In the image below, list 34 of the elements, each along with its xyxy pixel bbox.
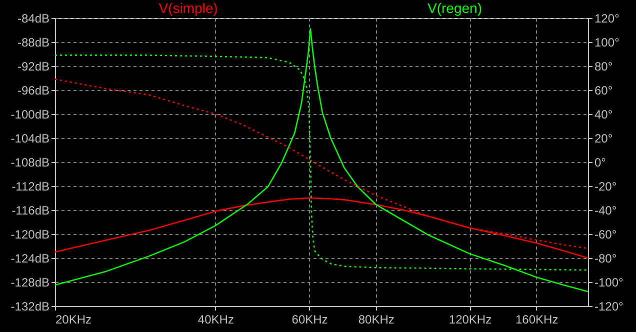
y2-tick-label: 100° <box>594 36 620 50</box>
y-tick-label: -96dB <box>17 84 50 98</box>
text: V(simple) <box>158 0 218 16</box>
y2-tick-label: -60° <box>594 228 617 242</box>
y-tick-label: -104dB <box>10 132 50 146</box>
y-tick-label: -84dB <box>17 12 50 26</box>
x-tick-label: 160KHz <box>515 312 558 326</box>
y2-tick-label: -80° <box>594 252 617 266</box>
y2-tick-label: -120° <box>594 300 624 314</box>
y-tick-label: -88dB <box>17 36 50 50</box>
y-tick-label: -112dB <box>12 180 50 194</box>
y2-tick-label: -100° <box>594 276 624 290</box>
y-tick-label: -120dB <box>10 228 50 242</box>
y-tick-label: -132dB <box>10 300 50 314</box>
y2-tick-label: -40° <box>594 204 617 218</box>
y-tick-label: -128dB <box>10 276 50 290</box>
y2-tick-label: 0° <box>594 156 606 170</box>
y-tick-label: -100dB <box>10 108 50 122</box>
y2-tick-label: 20° <box>594 132 613 146</box>
x-tick-label: 40KHz <box>198 312 234 326</box>
x-tick-label: 120KHz <box>448 312 492 326</box>
x-tick-label: 20KHz <box>56 312 92 326</box>
x-tick-label: 60KHz <box>292 312 328 326</box>
y-tick-label: -92dB <box>17 60 50 74</box>
x-tick-label: 80KHz <box>358 312 394 326</box>
text: V(regen) <box>428 0 482 16</box>
y2-tick-label: 120° <box>594 12 620 26</box>
y2-tick-label: 40° <box>594 108 613 122</box>
y-tick-label: -124dB <box>10 252 50 266</box>
y2-tick-label: -20° <box>594 180 617 194</box>
y2-tick-label: 80° <box>594 60 613 74</box>
y2-tick-label: 60° <box>594 84 613 98</box>
y-tick-label: -108dB <box>10 156 50 170</box>
y-tick-label: -116dB <box>12 204 50 218</box>
